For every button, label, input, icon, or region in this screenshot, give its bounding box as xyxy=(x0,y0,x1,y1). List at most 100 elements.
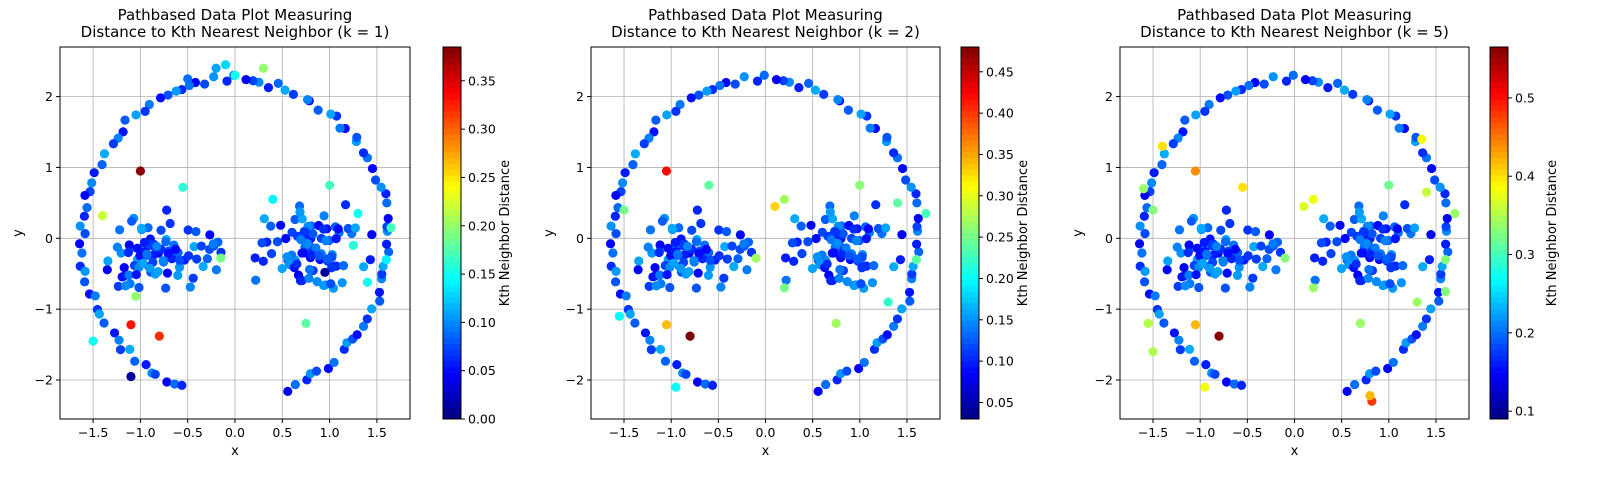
scatter-point xyxy=(125,344,135,354)
colorbar-segment xyxy=(1490,47,1508,54)
scatter-point xyxy=(796,221,806,231)
scatter-point xyxy=(1271,265,1281,275)
colorbar-segment xyxy=(1490,87,1508,94)
scatter-point xyxy=(1221,377,1232,387)
scatter-point xyxy=(1234,255,1244,265)
scatter-point xyxy=(727,241,737,251)
scatter-point xyxy=(1268,239,1278,249)
scatter-point xyxy=(1332,237,1342,247)
scatter-point xyxy=(1157,141,1168,151)
scatter-point xyxy=(1411,330,1421,340)
scatter-point xyxy=(649,127,659,137)
colorbar-segment xyxy=(961,169,979,176)
scatter-point xyxy=(1362,94,1372,105)
colorbar-segment xyxy=(443,163,461,170)
scatter-point xyxy=(1135,221,1145,231)
scatter-point xyxy=(810,85,821,95)
colorbar-segment xyxy=(443,151,461,158)
colorbar-segment xyxy=(961,186,979,193)
colorbar-segment xyxy=(1490,267,1508,275)
colorbar-segment xyxy=(1490,355,1508,362)
scatter-point xyxy=(314,251,324,261)
colorbar-segment xyxy=(1490,105,1508,112)
scatter-point xyxy=(205,230,215,240)
scatter-point xyxy=(173,270,183,281)
scatter-point xyxy=(1355,318,1366,328)
scatter-point xyxy=(1394,123,1404,133)
scatter-point xyxy=(1398,261,1408,271)
x-axis-label: x xyxy=(762,444,770,459)
colorbar-segment xyxy=(961,110,979,118)
scatter-point xyxy=(1417,134,1427,144)
colorbar-segment xyxy=(443,407,461,414)
colorbar-segment xyxy=(443,250,461,257)
scatter-point xyxy=(790,214,800,224)
scatter-point xyxy=(1236,380,1247,390)
scatter-point xyxy=(1139,277,1150,287)
x-tick-label: 0.5 xyxy=(1332,425,1352,440)
colorbar-segment xyxy=(443,203,461,211)
chart-title-line: Distance to Kth Nearest Neighbor (k = 1) xyxy=(81,23,390,41)
x-tick-label: 0.0 xyxy=(756,425,776,440)
scatter-point xyxy=(721,226,732,237)
scatter-point xyxy=(158,256,168,266)
scatter-point xyxy=(905,296,915,306)
colorbar-segment xyxy=(961,209,979,217)
scatter-point xyxy=(837,249,847,260)
scatter-point xyxy=(1245,282,1255,292)
scatter-point xyxy=(1138,184,1149,194)
colorbar-segment xyxy=(961,360,979,368)
scatter-point xyxy=(720,241,730,252)
x-tick-label: 0.5 xyxy=(272,425,292,440)
scatter-point xyxy=(826,276,836,286)
scatter-point xyxy=(152,241,162,251)
scatter-point xyxy=(861,234,871,244)
scatter-point xyxy=(1159,318,1169,328)
scatter-point xyxy=(1436,269,1446,279)
scatter-point xyxy=(854,363,864,374)
scatter-point xyxy=(301,318,311,328)
scatter-point xyxy=(705,255,715,265)
scatter-point xyxy=(1225,218,1235,229)
colorbar-tick-label: 0.25 xyxy=(986,230,1014,245)
colorbar-segment xyxy=(443,337,461,344)
scatter-point xyxy=(1355,235,1365,245)
colorbar-tick-label: 0.45 xyxy=(986,64,1014,79)
colorbar-segment xyxy=(443,227,461,234)
colorbar-segment xyxy=(961,331,979,339)
scatter-point xyxy=(326,109,336,119)
colorbar-segment xyxy=(443,76,461,83)
colorbar-segment xyxy=(961,389,979,397)
scatter-point xyxy=(374,287,385,297)
scatter-point xyxy=(619,205,629,215)
scatter-point xyxy=(1402,223,1412,234)
scatter-point xyxy=(126,320,136,330)
x-tick-label: 0.5 xyxy=(803,425,823,440)
scatter-point xyxy=(1400,200,1410,210)
scatter-point xyxy=(1200,382,1210,392)
x-tick-label: 1.5 xyxy=(897,425,917,440)
scatter-point xyxy=(276,220,286,230)
scatter-point xyxy=(358,321,369,331)
scatter-point xyxy=(263,83,274,93)
scatter-point xyxy=(739,72,749,82)
scatter-point xyxy=(367,163,378,174)
scatter-point xyxy=(881,223,891,233)
scatter-point xyxy=(614,311,624,321)
scatter-point xyxy=(1234,262,1244,272)
colorbar-segment xyxy=(443,384,461,391)
scatter-point xyxy=(376,182,386,192)
colorbar-segment xyxy=(1490,76,1508,83)
scatter-point xyxy=(1148,205,1158,215)
scatter-point xyxy=(691,237,702,247)
scatter-point xyxy=(1184,270,1194,280)
scatter-point xyxy=(144,99,154,110)
scatter-point xyxy=(1281,76,1292,86)
colorbar-segment xyxy=(1490,244,1508,251)
scatter-point xyxy=(382,198,392,208)
scatter-point xyxy=(892,198,903,208)
scatter-point xyxy=(118,127,128,137)
colorbar-segment xyxy=(443,198,461,205)
colorbar-segment xyxy=(443,331,461,339)
scatter-point xyxy=(367,229,377,240)
